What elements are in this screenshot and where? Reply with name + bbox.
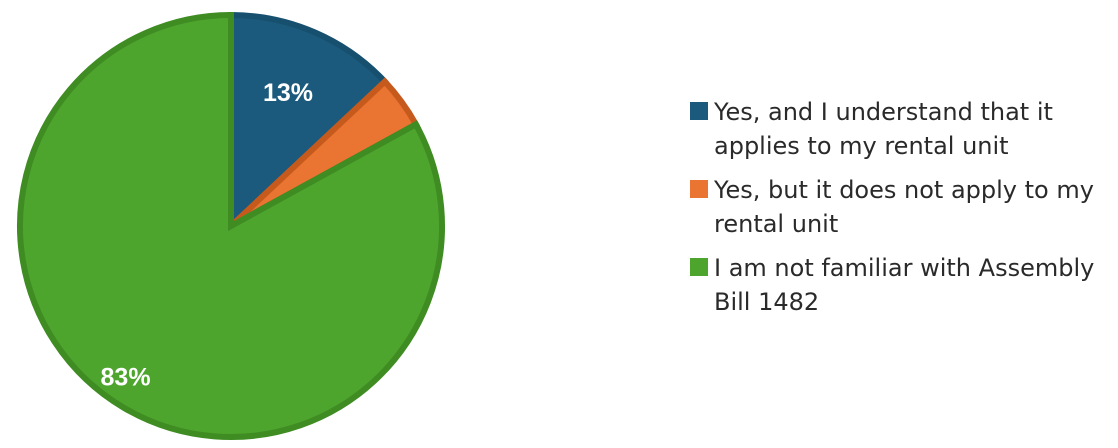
legend: Yes, and I understand that it applies to… [690, 95, 1110, 329]
legend-swatch-0 [690, 102, 708, 120]
legend-label-2: I am not familiar with Assembly Bill 148… [714, 254, 1095, 316]
legend-label-1: Yes, but it does not apply to my rental … [714, 176, 1094, 238]
slice-label-2: 83% [101, 363, 151, 391]
pie-slice-0 [228, 11, 390, 233]
pie-slice-2 [17, 11, 445, 440]
slice-label-0: 13% [263, 79, 313, 107]
legend-swatch-1 [690, 180, 708, 198]
legend-item-0: Yes, and I understand that it applies to… [690, 95, 1110, 163]
legend-item-1: Yes, but it does not apply to my rental … [690, 173, 1110, 241]
legend-item-2: I am not familiar with Assembly Bill 148… [690, 251, 1110, 319]
legend-label-0: Yes, and I understand that it applies to… [714, 98, 1053, 160]
legend-swatch-2 [690, 258, 708, 276]
